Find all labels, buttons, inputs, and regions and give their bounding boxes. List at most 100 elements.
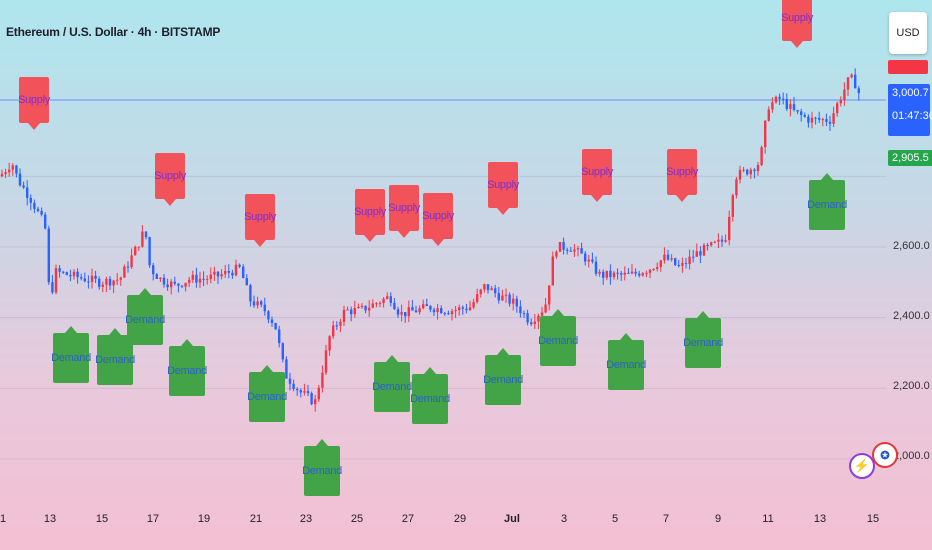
candle-body [566, 249, 569, 251]
candle-body [544, 304, 547, 313]
candle-body [83, 278, 86, 282]
supply-signal[interactable]: Supply [666, 149, 698, 202]
candle-body [29, 197, 32, 203]
candle-body [26, 187, 29, 198]
candle-body [360, 305, 364, 307]
supply-signal[interactable]: Supply [422, 193, 454, 246]
candle-body [332, 325, 335, 337]
candle-body [810, 117, 814, 123]
candle-body [846, 77, 850, 90]
candle-body [663, 254, 666, 261]
candle-body [699, 251, 702, 256]
supply-signal[interactable]: Supply [781, 0, 813, 48]
candle-body [652, 268, 655, 270]
price-label-2200: 2,200.0 [893, 380, 930, 392]
candle-body [555, 251, 558, 257]
candle-body [537, 315, 540, 322]
candle-body [224, 270, 227, 275]
candle-body [116, 279, 119, 281]
candle-body [764, 120, 767, 148]
candle-body [688, 256, 691, 264]
candle-body [605, 270, 608, 278]
candle-body [706, 245, 709, 247]
lightning-logo-icon[interactable]: ⚡ [849, 453, 875, 479]
candle-body [760, 147, 763, 166]
supply-signal[interactable]: Supply [487, 162, 519, 215]
candle-body [425, 304, 428, 307]
currency-button[interactable]: USD [889, 12, 927, 54]
time-label: 7 [662, 513, 670, 525]
candle-body [44, 214, 47, 229]
time-label: 13 [43, 513, 57, 525]
symbol-title[interactable]: Ethereum / U.S. Dollar · 4h · BITSTAMP [6, 25, 221, 39]
supply-signal[interactable]: Supply [154, 153, 186, 206]
candle-body [735, 179, 738, 196]
demand-signal[interactable]: Demand [606, 333, 646, 390]
candle-body [843, 89, 846, 101]
candle-body [220, 274, 223, 277]
candle-body [436, 308, 439, 313]
time-label: 15 [866, 513, 880, 525]
candle-body [731, 195, 734, 217]
demand-signal[interactable]: Demand [410, 367, 450, 424]
candle-body [825, 119, 828, 122]
candle-body [234, 264, 238, 276]
candle-body [148, 237, 151, 266]
candle-body [382, 298, 385, 304]
candle-body [324, 350, 328, 373]
supply-signal[interactable]: Supply [354, 189, 386, 242]
candle-body [80, 277, 83, 279]
candle-body [501, 295, 504, 301]
candle-body [90, 275, 94, 282]
candle-body [231, 272, 234, 276]
candle-body [58, 268, 61, 272]
candle-body [292, 383, 295, 389]
flag-logo-icon[interactable]: ✪ [872, 442, 898, 468]
demand-signal[interactable]: Demand [538, 309, 578, 366]
demand-signal[interactable]: Demand [51, 326, 91, 383]
candle-body [288, 378, 292, 384]
demand-signal[interactable]: Demand [683, 311, 723, 368]
demand-signal[interactable]: Demand [483, 348, 523, 405]
candle-body [627, 272, 630, 274]
price-label-2000: 2,000.0 [893, 450, 930, 462]
candle-body [515, 298, 518, 307]
candle-body [47, 228, 50, 283]
supply-signal[interactable]: Supply [244, 194, 276, 247]
demand-signal[interactable]: Demand [372, 355, 412, 412]
candle-body [738, 170, 742, 180]
candle-body [396, 309, 400, 315]
candle-body [364, 305, 367, 311]
demand-signal[interactable]: Demand [247, 365, 287, 422]
candle-body [634, 271, 637, 274]
candle-body [389, 296, 392, 303]
demand-signal[interactable]: Demand [125, 288, 165, 345]
supply-signal[interactable]: Supply [581, 149, 613, 202]
current-price-value: 3,000.7 [892, 87, 929, 99]
candle-body [695, 251, 698, 257]
candle-body [638, 273, 641, 276]
demand-signal[interactable]: Demand [807, 173, 847, 230]
candle-body [170, 281, 173, 288]
candle-body [198, 278, 202, 283]
demand-signal[interactable]: Demand [302, 439, 342, 496]
price-chart[interactable] [0, 0, 886, 500]
time-label: Jul [504, 513, 520, 525]
candle-body [548, 285, 551, 305]
candle-body [36, 208, 40, 211]
candle-body [141, 231, 144, 247]
candle-body [393, 302, 396, 310]
chart-area[interactable] [0, 0, 886, 500]
candle-body [144, 231, 148, 238]
candle-body [458, 307, 461, 311]
candle-body [299, 390, 302, 393]
candle-body [303, 391, 306, 393]
candle-body [98, 278, 101, 287]
candle-body [242, 266, 245, 279]
demand-signal[interactable]: Demand [167, 339, 207, 396]
candle-body [569, 250, 572, 252]
candle-body [40, 210, 43, 215]
candle-body [65, 272, 68, 276]
supply-signal[interactable]: Supply [388, 185, 420, 238]
supply-signal[interactable]: Supply [18, 77, 50, 130]
